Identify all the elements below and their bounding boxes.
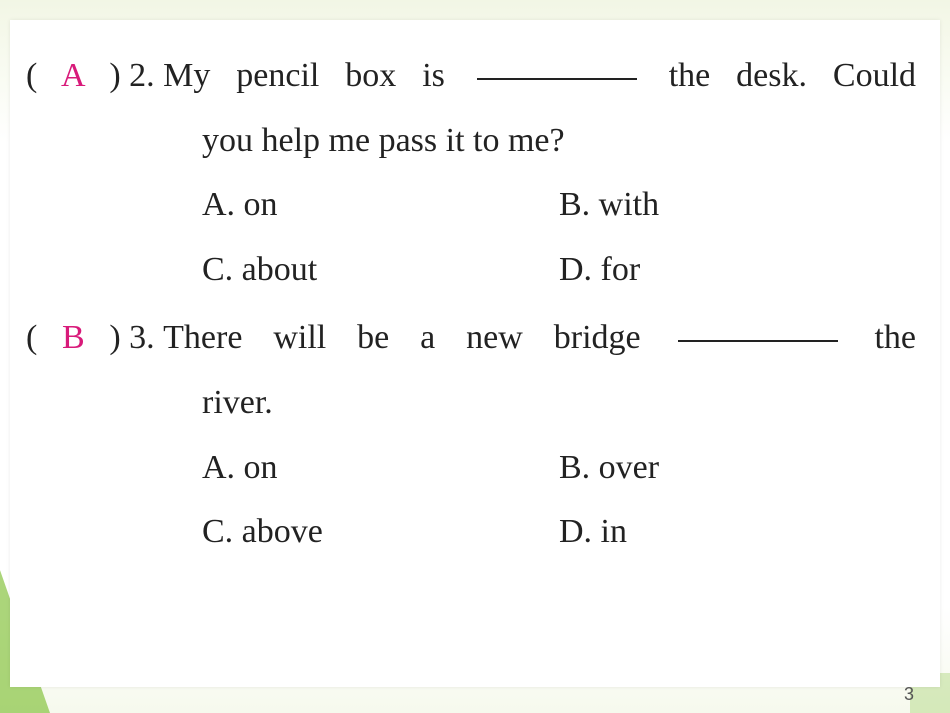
question-number: 2. <box>129 57 155 94</box>
question-2: ( A ) 2. My pencil box is the desk. Coul… <box>26 44 916 302</box>
option-a: A. on <box>202 436 559 501</box>
answer-letter: A <box>54 44 92 109</box>
stem-line-2: you help me pass it to me? <box>26 109 916 174</box>
option-c: C. about <box>202 238 559 303</box>
options-row-2: C. about D. for <box>26 238 916 303</box>
option-d: D. for <box>559 238 916 303</box>
option-a: A. on <box>202 173 559 238</box>
option-b: B. over <box>559 436 916 501</box>
option-c: C. above <box>202 500 559 565</box>
option-d: D. in <box>559 500 916 565</box>
stem-line-1: There will be a new bridge the <box>163 306 916 371</box>
answer-group: ( B ) 3. <box>26 306 163 371</box>
stem-before-blank: My pencil box is <box>163 57 471 94</box>
options-row-1: A. on B. with <box>26 173 916 238</box>
stem-after-blank: the desk. Could <box>643 57 916 94</box>
question-number: 3. <box>129 319 155 356</box>
stem-after-blank: the <box>844 319 916 356</box>
content-card: ( A ) 2. My pencil box is the desk. Coul… <box>10 20 940 687</box>
option-b: B. with <box>559 173 916 238</box>
stem-before-blank: There will be a new bridge <box>163 319 671 356</box>
stem-line-2: river. <box>26 371 916 436</box>
page-number: 3 <box>904 684 914 705</box>
fill-blank <box>477 78 637 80</box>
options-row-1: A. on B. over <box>26 436 916 501</box>
fill-blank <box>678 340 838 342</box>
question-3: ( B ) 3. There will be a new bridge the … <box>26 306 916 564</box>
options-row-2: C. above D. in <box>26 500 916 565</box>
answer-letter: B <box>54 306 92 371</box>
answer-group: ( A ) 2. <box>26 44 163 109</box>
stem-line-1: My pencil box is the desk. Could <box>163 44 916 109</box>
